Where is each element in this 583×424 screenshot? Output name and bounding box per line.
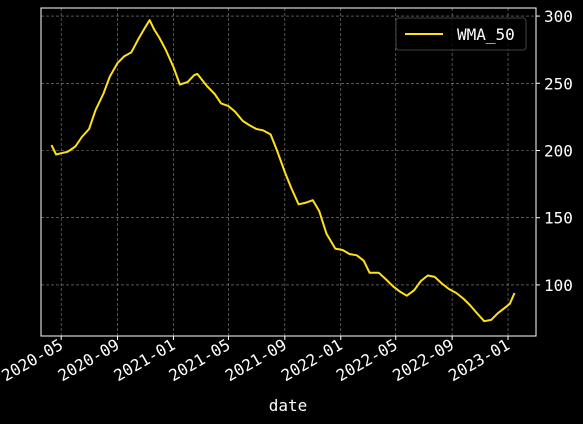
legend: WMA_50 (395, 17, 527, 51)
y-axis: 100 150 200 250 300 (536, 7, 573, 295)
x-axis-title: date (269, 396, 308, 415)
y-tick-label: 100 (544, 276, 573, 295)
y-tick-label: 300 (544, 7, 573, 26)
y-tick-label: 200 (544, 141, 573, 160)
grid-layer (41, 8, 536, 336)
y-tick-label: 150 (544, 209, 573, 228)
series-layer (50, 19, 516, 323)
legend-box (395, 17, 527, 51)
y-tick-label: 250 (544, 74, 573, 93)
series-line-wma-50 (50, 19, 516, 323)
legend-label-wma-50: WMA_50 (457, 25, 515, 44)
plot-frame (40, 7, 537, 337)
